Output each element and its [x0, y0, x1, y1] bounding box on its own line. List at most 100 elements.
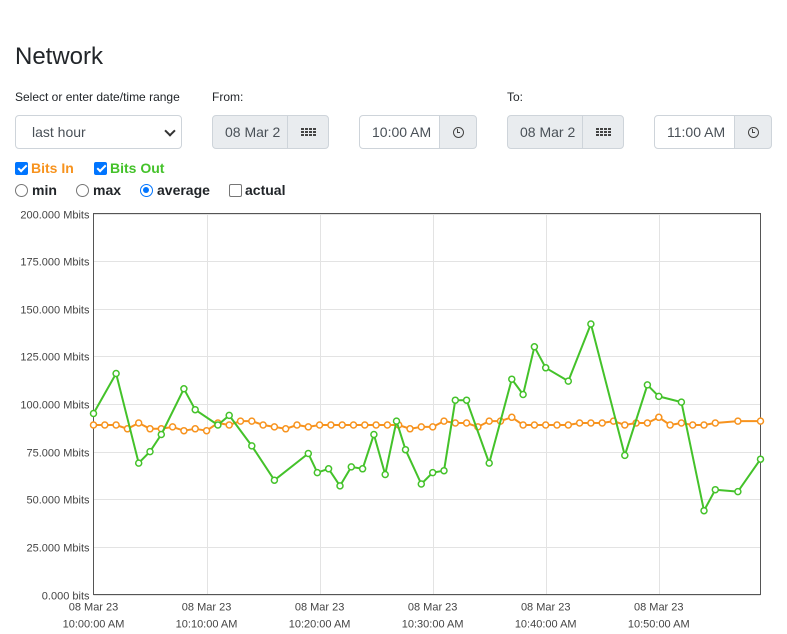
bits-in-point [270, 423, 279, 431]
page-title: Network [15, 43, 104, 70]
calendar-grid-icon [300, 128, 316, 136]
bits-out-point [462, 396, 471, 404]
bits-out-point [225, 411, 233, 420]
bits-out-point [270, 476, 279, 484]
from-time-input[interactable]: 10:00 AM [359, 115, 440, 149]
bits-in-checkbox[interactable] [15, 161, 28, 175]
bits-in-point [508, 413, 516, 422]
bits-in-point [406, 425, 414, 433]
bits-out-point [214, 421, 222, 429]
mode-average-radio[interactable] [140, 183, 153, 197]
bits-out-point [700, 506, 708, 515]
clock-icon [452, 126, 464, 138]
bits-in-point [112, 421, 120, 429]
bits-out-point [134, 459, 143, 467]
bits-in-toggle[interactable]: Bits In [15, 160, 74, 176]
to-date-input[interactable]: 08 Mar 2 [507, 115, 583, 149]
to-time-input[interactable]: 11:00 AM [654, 115, 735, 149]
y-tick-label: 50.000 Mbits [27, 495, 90, 507]
mode-min[interactable]: min [15, 182, 57, 198]
bits-out-point [417, 480, 426, 488]
bits-in-point [134, 419, 143, 427]
calendar-grid-icon [595, 128, 611, 136]
bits-in-point [643, 419, 652, 427]
x-tick-label-time: 10:50:00 AM [628, 619, 690, 631]
y-tick-label: 200.000 Mbits [20, 210, 90, 222]
bits-in-point [417, 423, 426, 431]
mode-average[interactable]: average [140, 182, 210, 198]
bits-out-point [677, 398, 686, 406]
x-tick-label-date: 08 Mar 23 [182, 602, 232, 614]
bits-in-point [451, 419, 460, 427]
from-time-picker-button[interactable] [439, 115, 477, 149]
bits-in-point [756, 417, 765, 425]
bits-out-label: Bits Out [110, 160, 165, 176]
clock-icon [747, 126, 759, 138]
network-chart: 0.000 bits 25.000 Mbits 50.000 Mbits 75.000… [20, 210, 765, 631]
y-tick-label: 25.000 Mbits [27, 543, 90, 555]
bits-in-point [248, 417, 256, 425]
bits-in-point [711, 419, 720, 427]
bits-in-point [338, 421, 346, 429]
bits-in-point [327, 421, 335, 429]
x-tick-label-date: 08 Mar 23 [634, 602, 684, 614]
bits-out-point [370, 430, 378, 439]
mode-max[interactable]: max [76, 182, 121, 198]
mode-actual[interactable]: actual [229, 182, 285, 198]
mode-average-label: average [157, 182, 210, 198]
x-tick-label-time: 10:20:00 AM [289, 619, 351, 631]
to-date-picker-button[interactable] [582, 115, 624, 149]
bits-in-point [519, 421, 527, 429]
mode-actual-label: actual [245, 182, 286, 198]
x-tick-label-time: 10:10:00 AM [176, 619, 238, 631]
mode-actual-checkbox[interactable] [229, 183, 242, 197]
bits-out-point [347, 463, 356, 471]
bits-out-point [541, 364, 550, 372]
bits-in-point [440, 417, 448, 425]
to-label: To: [507, 90, 524, 104]
bits-in-point [236, 417, 245, 425]
bits-out-point [381, 470, 389, 479]
x-tick-label-time: 10:00:00 AM [63, 619, 125, 631]
bits-out-point [248, 442, 256, 450]
bits-in-point [575, 419, 584, 427]
bits-in-point [372, 421, 380, 429]
bits-out-point [191, 405, 199, 414]
bits-out-point [655, 392, 663, 401]
bits-in-point [541, 421, 550, 429]
bits-out-point [587, 320, 595, 328]
range-label: Select or enter date/time range [15, 90, 180, 104]
from-date-picker-button[interactable] [287, 115, 329, 149]
bits-out-point [643, 381, 652, 389]
bits-out-point [401, 445, 410, 454]
y-tick-label: 150.000 Mbits [20, 305, 90, 317]
bits-in-line [93, 416, 761, 432]
mode-max-label: max [93, 182, 122, 198]
range-select[interactable]: last hour [15, 115, 182, 149]
mode-min-radio[interactable] [15, 183, 28, 197]
plot-frame [93, 213, 761, 595]
bits-in-point [101, 421, 109, 429]
bits-in-point [361, 421, 369, 429]
bits-out-point [530, 343, 539, 351]
x-tick-label-date: 08 Mar 23 [521, 602, 571, 614]
bits-in-point [349, 421, 358, 429]
bits-out-toggle[interactable]: Bits Out [94, 160, 164, 176]
y-tick-label: 100.000 Mbits [20, 400, 90, 412]
to-time-picker-button[interactable] [734, 115, 772, 149]
from-date-input[interactable]: 08 Mar 2 [212, 115, 288, 149]
bits-in-point [734, 417, 742, 425]
bits-in-point [598, 419, 606, 427]
bits-out-checkbox[interactable] [94, 161, 107, 175]
range-select-value: last hour [32, 124, 86, 140]
bits-in-point [485, 417, 493, 425]
bits-in-point [700, 421, 708, 429]
bits-out-point [157, 430, 166, 439]
bits-in-point [191, 425, 199, 433]
bits-in-point [666, 421, 674, 429]
bits-out-point [428, 468, 437, 477]
mode-max-radio[interactable] [76, 183, 89, 197]
bits-in-label: Bits In [31, 160, 74, 176]
bits-out-point [89, 409, 98, 418]
bits-in-point [202, 426, 211, 435]
